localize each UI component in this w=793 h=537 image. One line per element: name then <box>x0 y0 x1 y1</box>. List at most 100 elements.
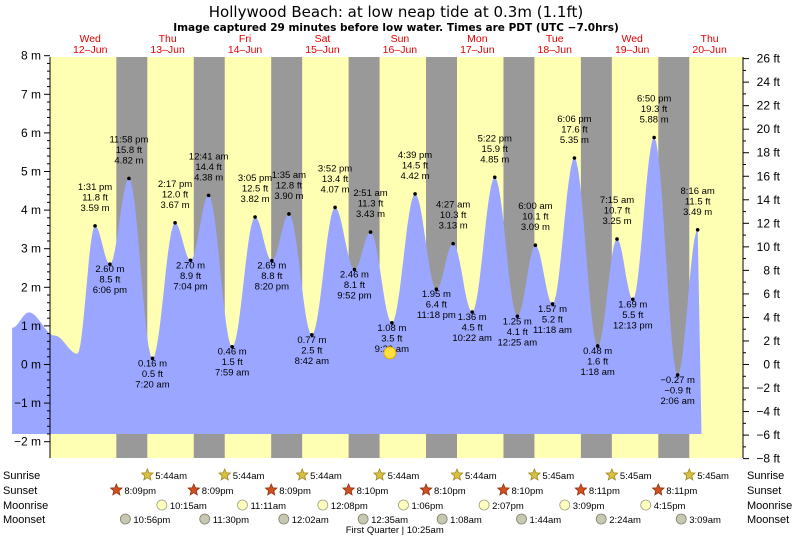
low-tide-label: 1.69 m <box>618 299 647 310</box>
high-tide-label: 3:05 pm <box>238 173 272 184</box>
y2-tick-label: 0 ft <box>763 358 780 372</box>
low-tide-label: 2.60 m <box>95 264 124 275</box>
tide-point <box>533 243 538 248</box>
moonrise-row-label-left: Moonrise <box>3 500 48 512</box>
tide-point <box>230 344 234 349</box>
high-tide-label: 4.42 m <box>401 171 430 182</box>
tide-point <box>515 314 520 319</box>
tide-point <box>550 302 555 306</box>
moonset-time-label: 10:56pm <box>133 515 170 526</box>
high-tide-label: 4.07 m <box>321 184 350 195</box>
y-tick-label: −2 m <box>14 435 41 449</box>
tide-point <box>675 373 680 377</box>
sunset-time-label: 8:11pm <box>666 486 697 497</box>
low-tide-label: 8.1 ft <box>344 280 365 291</box>
low-tide-label: 1.57 m <box>538 304 567 315</box>
sunrise-icon <box>140 467 154 481</box>
low-tide-label: 2.70 m <box>176 260 205 271</box>
day-label-date: 13–Jun <box>150 44 185 56</box>
low-tide-label: 1.6 ft <box>587 356 608 367</box>
day-labels: Wed12–JunThu13–JunFri14–JunSat15–JunSun1… <box>73 33 727 56</box>
high-tide-label: 5.88 m <box>640 115 669 126</box>
y2-tick-label: −4 ft <box>756 405 780 419</box>
low-tide-label: 0.46 m <box>218 347 247 358</box>
tide-point <box>368 230 373 234</box>
high-tide-label: 3.67 m <box>161 200 190 211</box>
sunrise-icon <box>295 467 309 481</box>
y-tick-label: 5 m <box>21 165 41 179</box>
tide-point <box>631 297 635 302</box>
day-label-dow: Sun <box>391 33 410 45</box>
tide-point <box>595 344 600 348</box>
moonrise-icon <box>559 499 571 511</box>
day-label-dow: Mon <box>467 33 488 45</box>
high-tide-label: 4.82 m <box>114 155 143 166</box>
high-tide-label: 3.90 m <box>274 191 303 202</box>
sunrise-time-label: 5:45am <box>620 471 652 482</box>
high-tide-label: 5.35 m <box>560 135 589 146</box>
low-tide-label: 12:13 pm <box>613 320 653 331</box>
sunset-icon <box>574 482 588 496</box>
moonrise-icon <box>156 499 168 511</box>
high-tide-label: 11.3 ft <box>358 199 384 210</box>
day-label-dow: Fri <box>239 33 251 45</box>
sunrise-time-label: 5:45am <box>542 471 574 482</box>
high-tide-label: 11.8 ft <box>82 192 108 203</box>
moonrise-time-label: 10:15am <box>170 501 207 512</box>
low-tide-label: 1.25 m <box>503 316 532 327</box>
low-tide-label: 7:04 pm <box>173 281 207 292</box>
moonset-icon <box>595 513 607 525</box>
moonset-time-label: 3:09am <box>689 515 721 526</box>
moonrise-icon <box>317 499 329 511</box>
sunset-time-label: 8:09pm <box>279 486 311 497</box>
low-tide-label: 6.4 ft <box>426 300 447 311</box>
moonset-icon <box>675 513 687 525</box>
high-tide-label: 4.38 m <box>194 172 223 183</box>
high-tide-label: 15.8 ft <box>116 145 143 156</box>
day-label-date: 17–Jun <box>460 44 495 56</box>
y-tick-label: 7 m <box>21 87 41 101</box>
y2-tick-label: 8 ft <box>763 263 780 277</box>
moonset-icon <box>436 513 448 525</box>
sunrise-icon <box>372 467 387 481</box>
low-tide-label: 1.08 m <box>377 323 406 334</box>
y2-tick-label: 10 ft <box>757 240 781 254</box>
high-tide-label: 13.4 ft <box>322 174 349 185</box>
high-tide-label: 12.0 ft <box>162 189 189 200</box>
high-tide-label: 3.82 m <box>241 194 270 205</box>
moonrise-icon <box>640 499 652 511</box>
day-label-date: 14–Jun <box>228 44 263 56</box>
tide-point <box>652 135 656 140</box>
low-tide-label: 8.5 ft <box>99 275 120 286</box>
y2-tick-label: −2 ft <box>756 381 780 395</box>
tide-point <box>188 258 193 263</box>
low-tide-label: 2:06 am <box>661 396 695 407</box>
low-tide-label: 4.1 ft <box>507 327 528 338</box>
sunset-time-label: 8:10pm <box>511 486 543 497</box>
moonrise-time-label: 3:09pm <box>573 501 605 512</box>
day-label-dow: Thu <box>159 33 177 45</box>
high-tide-label: 1:35 am <box>272 170 306 181</box>
tide-point <box>310 332 314 337</box>
high-tide-label: 12:41 am <box>189 151 229 162</box>
low-tide-label: 0.48 m <box>583 346 612 357</box>
high-tide-label: 15.9 ft <box>482 144 509 155</box>
tide-point <box>108 262 112 266</box>
low-tide-label: 8:20 pm <box>255 282 289 293</box>
y-tick-label: 4 m <box>21 203 41 217</box>
high-tide-label: 6:00 am <box>518 201 552 212</box>
high-tide-label: 11:58 pm <box>109 134 148 145</box>
y2-tick-label: 20 ft <box>757 122 781 136</box>
tide-point <box>287 212 291 216</box>
moonrise-icon <box>237 499 248 511</box>
moon-phase-label: First Quarter | 10:25am <box>346 525 444 536</box>
low-tide-label: 1.5 ft <box>222 357 243 368</box>
high-tide-label: 12.8 ft <box>276 180 303 191</box>
low-tide-label: 2.69 m <box>257 261 286 272</box>
y2-tick-label: 26 ft <box>757 52 781 66</box>
moonset-time-label: 12:35am <box>371 515 408 526</box>
sunset-icon <box>341 482 356 496</box>
sunset-time-label: 8:09pm <box>202 486 234 497</box>
sunrise-time-label: 5:44am <box>155 471 187 482</box>
